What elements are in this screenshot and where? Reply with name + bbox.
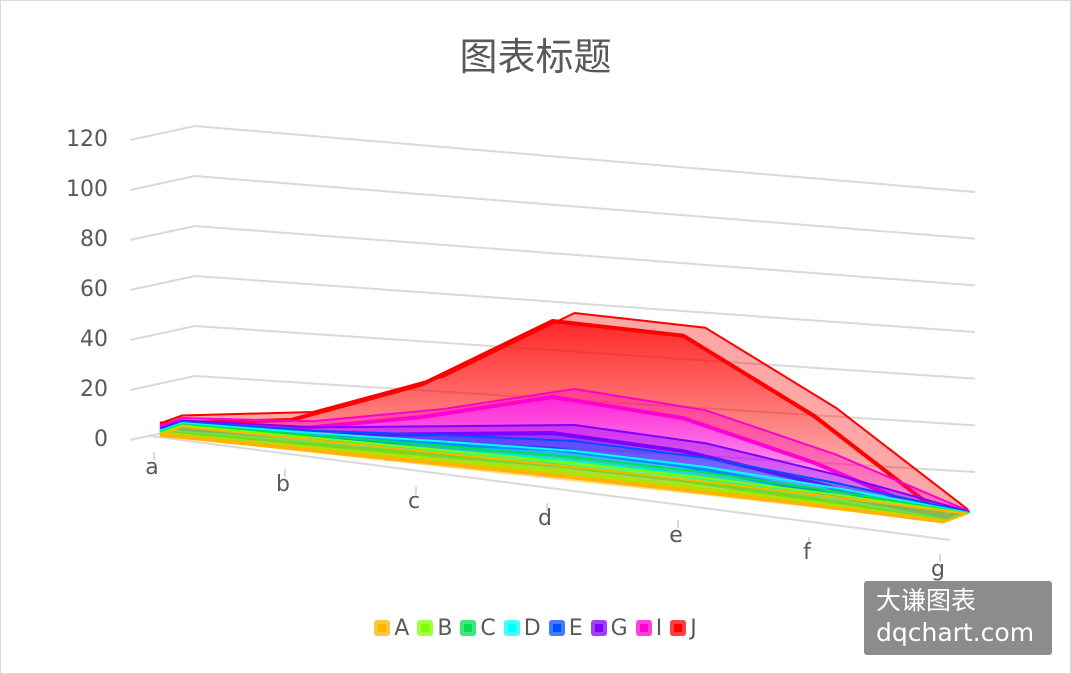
watermark-line1: 大谦图表 xyxy=(876,586,977,615)
legend-label: G xyxy=(610,616,628,641)
legend-label: D xyxy=(523,616,541,641)
legend-label: I xyxy=(655,616,663,641)
legend-item: E xyxy=(548,616,583,641)
x-tick-label: d xyxy=(538,506,552,531)
legend-swatch xyxy=(503,620,520,636)
legend-label: B xyxy=(437,616,453,641)
legend-swatch xyxy=(417,620,434,636)
legend-item: G xyxy=(590,616,628,641)
legend-swatch xyxy=(590,620,607,636)
gridline xyxy=(129,174,976,240)
y-tick-label: 120 xyxy=(66,127,108,152)
legend-swatch xyxy=(548,620,565,636)
legend-item: B xyxy=(417,616,452,641)
legend-label: E xyxy=(568,616,583,641)
legend-swatch xyxy=(374,620,391,636)
chart-title: 图表标题 xyxy=(459,35,612,79)
x-tick-label: b xyxy=(276,472,290,497)
y-axis-labels: 0 20 40 60 80 100 120 xyxy=(66,127,108,452)
legend-swatch xyxy=(670,620,687,636)
watermark: 大谦图表 dqchart.com xyxy=(864,581,1052,655)
x-tick-label: c xyxy=(408,489,420,514)
legend-item: A xyxy=(374,616,409,641)
x-tick-label: a xyxy=(145,455,158,480)
series-line-A xyxy=(159,432,946,524)
series-area-G xyxy=(160,428,945,520)
legend-swatch xyxy=(460,620,477,636)
series-area-J xyxy=(160,321,945,519)
y-tick-label: 20 xyxy=(80,377,108,402)
legend-item: D xyxy=(503,616,541,641)
gridline xyxy=(129,124,976,193)
y-tick-label: 60 xyxy=(80,277,108,302)
legend-item: I xyxy=(635,616,663,641)
x-tick-label: g xyxy=(931,557,945,582)
watermark-line2: dqchart.com xyxy=(876,618,1035,647)
x-tick-label: e xyxy=(669,523,683,548)
x-tick-label: f xyxy=(803,540,812,565)
legend-label: J xyxy=(690,616,697,641)
y-tick-label: 80 xyxy=(80,227,108,252)
legend-swatch xyxy=(635,620,652,636)
series-line-B xyxy=(159,431,946,524)
legend-item: C xyxy=(460,616,496,641)
y-tick-label: 40 xyxy=(80,327,108,352)
series-layer xyxy=(159,311,971,524)
legend-label: A xyxy=(394,616,410,641)
legend-item: J xyxy=(670,616,697,641)
y-tick-label: 100 xyxy=(66,177,108,202)
x-axis: a b c d e f g xyxy=(145,435,951,582)
x-axis-line xyxy=(149,435,951,541)
gridline xyxy=(129,224,976,287)
y-tick-label: 0 xyxy=(94,427,108,452)
legend-label: C xyxy=(480,616,496,641)
series-line-D xyxy=(159,429,946,523)
gridline xyxy=(129,274,976,333)
